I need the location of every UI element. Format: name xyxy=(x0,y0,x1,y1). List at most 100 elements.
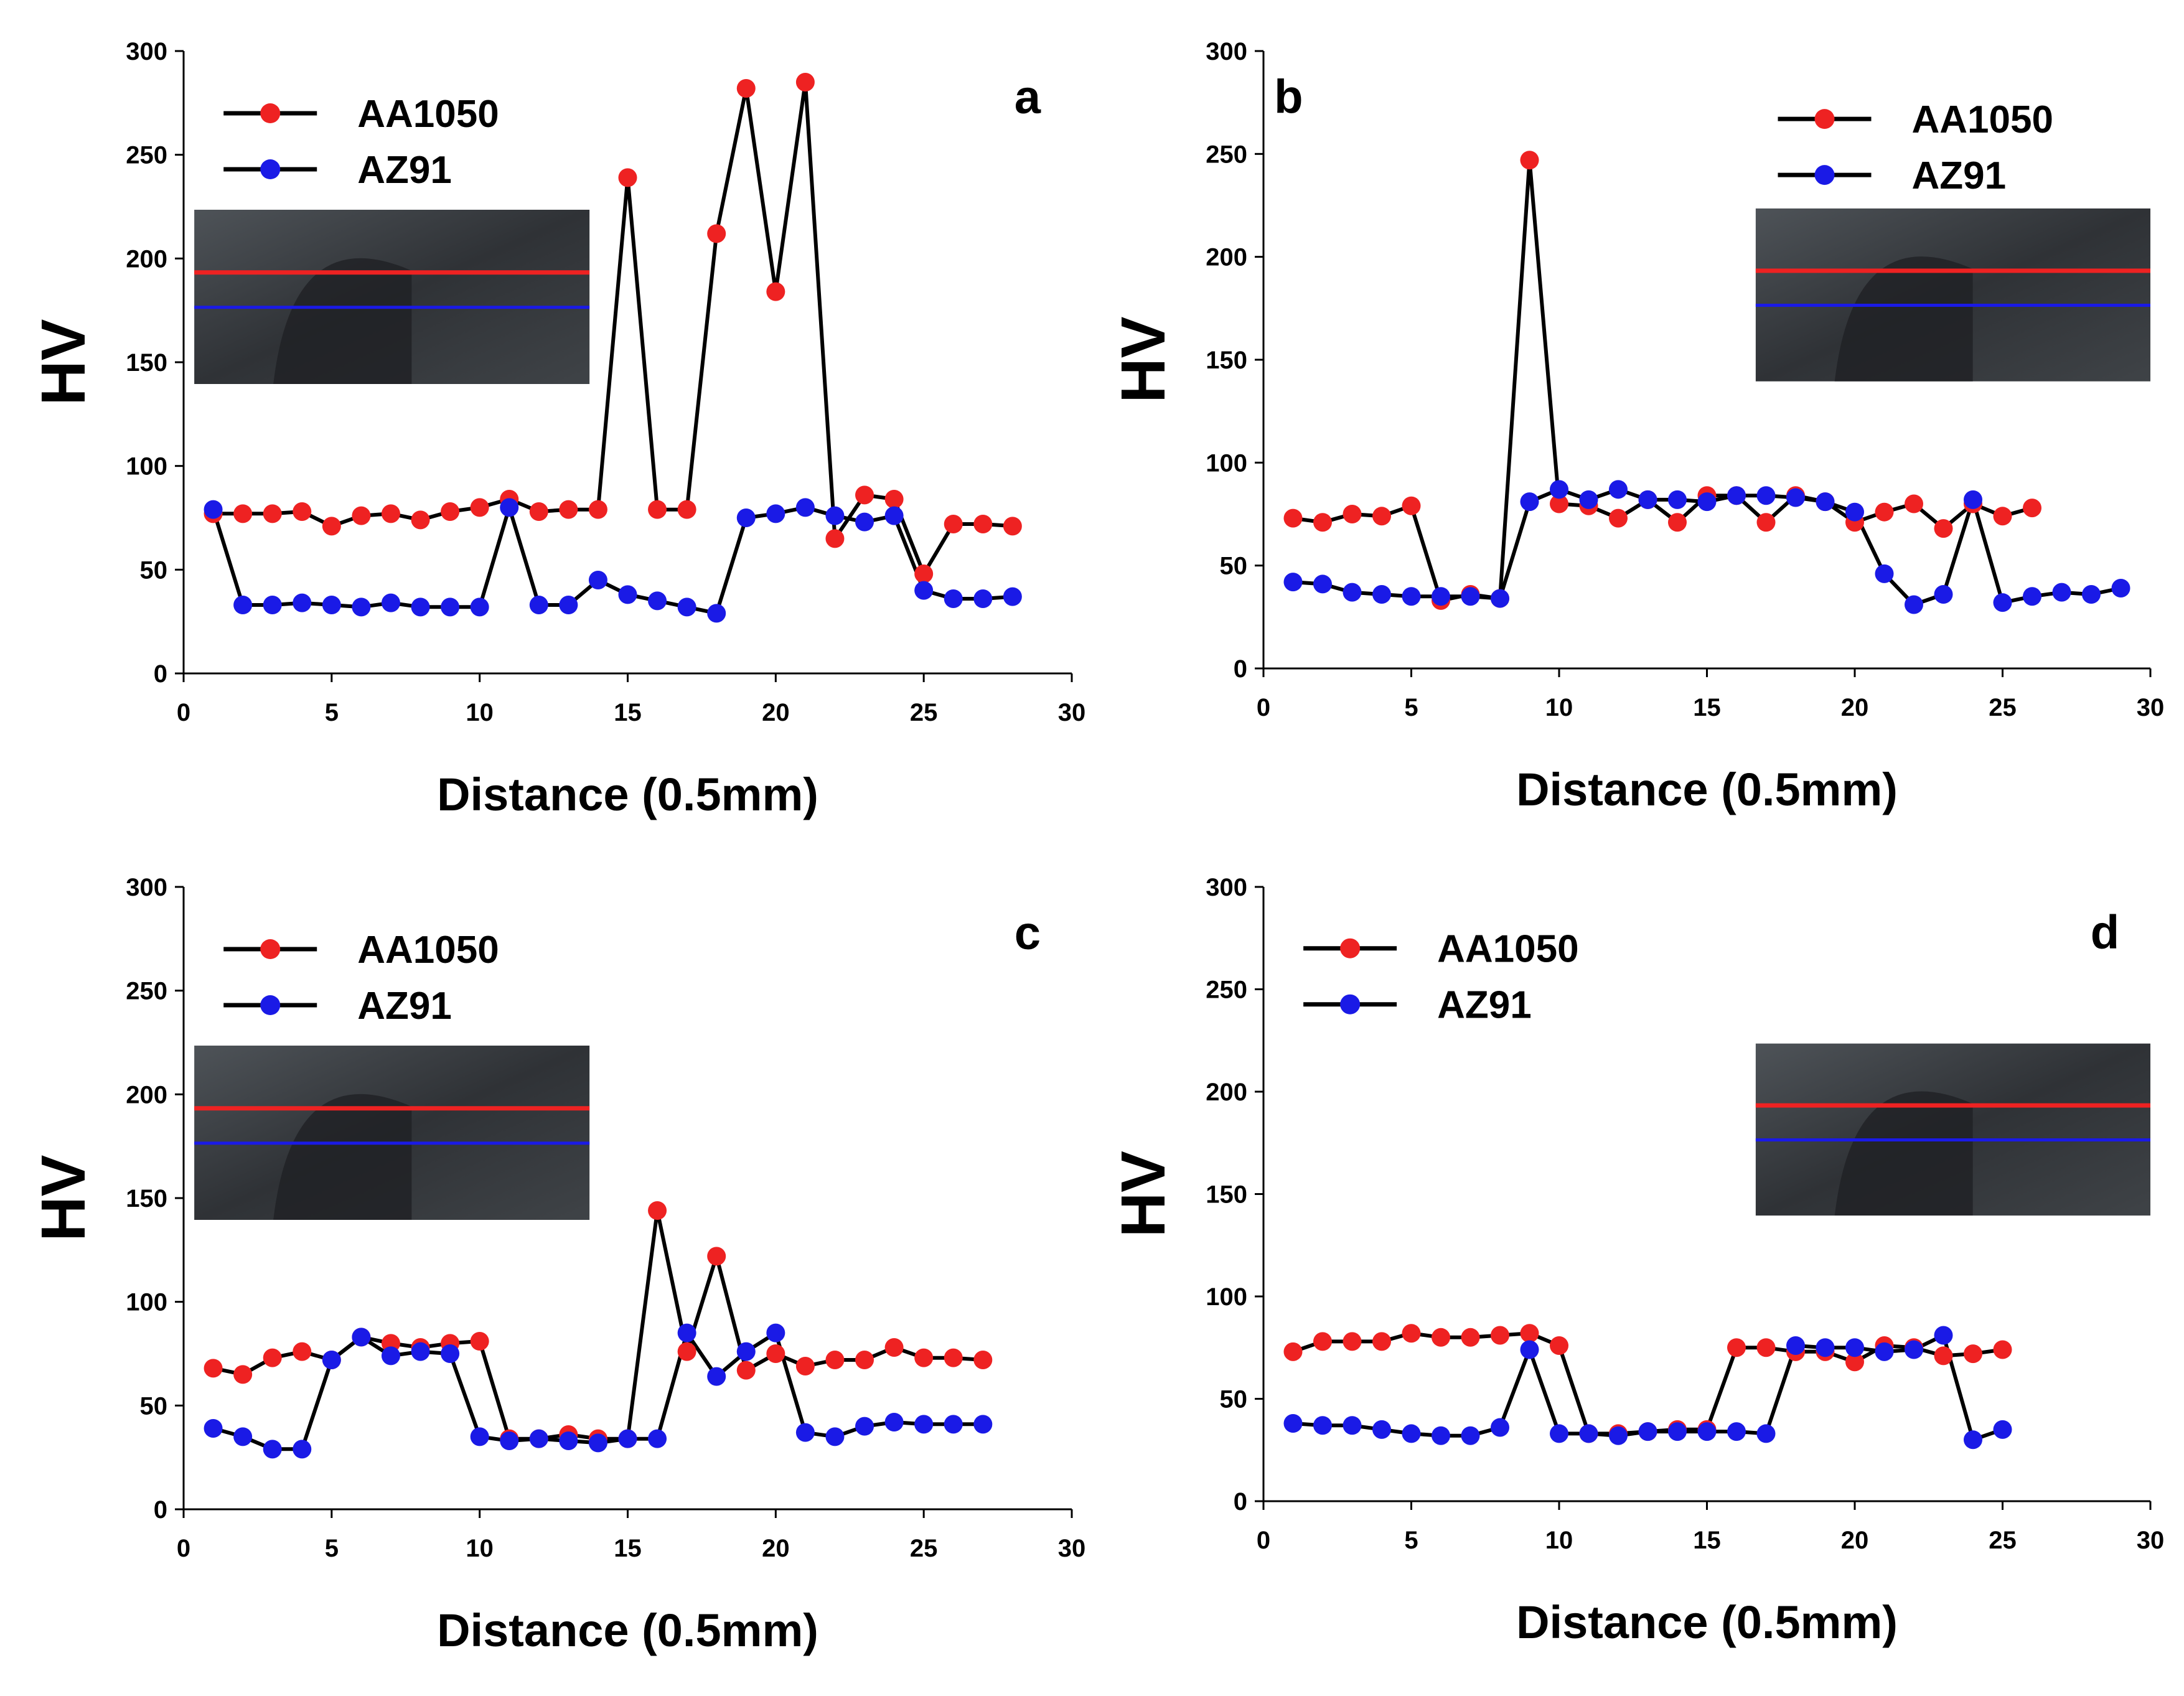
legend-label: AA1050 xyxy=(357,93,499,136)
data-point-aa1050 xyxy=(1520,151,1539,170)
data-point-az91 xyxy=(1993,1420,2012,1439)
data-point-aa1050 xyxy=(707,1247,726,1266)
data-point-az91 xyxy=(1845,1338,1864,1357)
data-point-az91 xyxy=(795,1423,815,1442)
data-point-az91 xyxy=(1003,587,1022,606)
data-point-az91 xyxy=(766,1323,785,1342)
data-point-az91 xyxy=(736,1342,756,1361)
data-point-az91 xyxy=(618,1429,637,1448)
x-tick-label: 20 xyxy=(1841,694,1869,721)
data-point-aa1050 xyxy=(648,500,667,519)
data-point-az91 xyxy=(1313,574,1332,594)
y-tick-label: 200 xyxy=(1206,1079,1247,1106)
legend-item-aa1050: AA1050 xyxy=(1778,98,2053,141)
x-tick-label: 5 xyxy=(325,1535,339,1562)
data-point-az91 xyxy=(944,589,963,608)
x-tick-label: 10 xyxy=(1545,694,1573,721)
data-point-aa1050 xyxy=(707,224,726,243)
y-axis-label: HV xyxy=(1108,1151,1178,1237)
x-tick-label: 15 xyxy=(1693,1527,1721,1554)
y-tick-label: 300 xyxy=(126,38,167,65)
data-point-aa1050 xyxy=(1491,1326,1509,1345)
data-point-az91 xyxy=(1697,492,1717,512)
data-point-az91 xyxy=(293,593,312,612)
data-point-az91 xyxy=(1993,593,2012,612)
data-point-az91 xyxy=(1432,587,1450,606)
x-tick-label: 0 xyxy=(1257,1527,1270,1554)
data-point-aa1050 xyxy=(1756,1338,1776,1357)
data-point-az91 xyxy=(381,1346,400,1366)
legend-marker xyxy=(1340,994,1361,1014)
data-point-aa1050 xyxy=(884,490,904,508)
inset-micrograph xyxy=(194,210,590,384)
data-point-aa1050 xyxy=(766,1344,785,1363)
data-point-az91 xyxy=(441,597,460,617)
data-point-az91 xyxy=(1402,587,1421,606)
legend-marker xyxy=(1814,109,1835,129)
data-point-az91 xyxy=(914,581,934,600)
x-tick-label: 10 xyxy=(466,1535,494,1562)
data-point-aa1050 xyxy=(1727,1338,1746,1357)
data-point-az91 xyxy=(1579,490,1598,509)
x-tick-label: 30 xyxy=(1058,1535,1086,1562)
series-line-aa1050 xyxy=(213,80,1013,576)
y-tick-label: 50 xyxy=(1220,1386,1248,1413)
x-tick-label: 30 xyxy=(2137,694,2165,721)
data-point-az91 xyxy=(1845,502,1864,522)
data-point-az91 xyxy=(825,506,845,525)
data-point-aa1050 xyxy=(795,73,815,91)
y-tick-label: 250 xyxy=(126,978,167,1005)
y-tick-label: 0 xyxy=(1234,1488,1247,1516)
data-point-aa1050 xyxy=(1756,513,1776,532)
y-axis-label: HV xyxy=(29,1155,98,1241)
data-point-az91 xyxy=(1402,1424,1421,1443)
data-point-az91 xyxy=(1786,488,1805,507)
legend-label: AZ91 xyxy=(357,985,452,1028)
data-point-az91 xyxy=(1668,490,1687,509)
chart-panel-d: 0 50 100 150 200 250 300 0 5 10 15 20 25 30 Distance (… xyxy=(1108,874,2164,1648)
data-point-az91 xyxy=(381,593,400,612)
data-point-az91 xyxy=(1372,1420,1391,1439)
y-tick-label: 50 xyxy=(140,556,168,584)
legend-item-aa1050: AA1050 xyxy=(223,929,499,972)
data-point-aa1050 xyxy=(944,515,963,533)
data-point-aa1050 xyxy=(293,502,312,521)
y-tick-label: 300 xyxy=(126,874,167,901)
y-tick-label: 150 xyxy=(126,1185,167,1212)
data-point-az91 xyxy=(973,1415,993,1434)
legend-item-aa1050: AA1050 xyxy=(1303,928,1579,971)
data-point-aa1050 xyxy=(795,1357,815,1375)
data-point-aa1050 xyxy=(263,1348,282,1367)
y-tick-label: 250 xyxy=(1206,977,1247,1004)
data-point-az91 xyxy=(1283,573,1303,592)
data-point-az91 xyxy=(1668,1422,1687,1441)
data-point-az91 xyxy=(588,1433,607,1453)
data-point-aa1050 xyxy=(1372,507,1391,526)
series-line-az91 xyxy=(211,505,1013,616)
legend-marker xyxy=(260,103,281,123)
data-point-aa1050 xyxy=(2023,499,2041,518)
data-point-az91 xyxy=(884,506,904,525)
data-point-aa1050 xyxy=(1875,502,1894,522)
data-point-aa1050 xyxy=(1550,494,1568,513)
data-point-az91 xyxy=(204,1419,223,1438)
data-point-aa1050 xyxy=(1343,1332,1362,1351)
chart-panel-a: 0 50 100 150 200 250 300 0 5 10 15 20 25 30 Distance (… xyxy=(29,38,1085,820)
y-tick-label: 100 xyxy=(1206,1283,1247,1311)
data-point-az91 xyxy=(1461,587,1480,606)
data-point-az91 xyxy=(500,1431,519,1450)
data-point-az91 xyxy=(825,1427,845,1446)
data-point-az91 xyxy=(470,597,489,617)
data-point-az91 xyxy=(322,1351,341,1369)
data-point-az91 xyxy=(441,1344,460,1363)
y-axis-label: HV xyxy=(29,319,98,405)
data-point-az91 xyxy=(352,597,371,617)
data-point-az91 xyxy=(1905,1340,1923,1359)
data-point-az91 xyxy=(529,596,548,614)
x-tick-label: 20 xyxy=(762,699,790,726)
data-point-az91 xyxy=(766,504,785,523)
legend-marker xyxy=(1814,165,1835,185)
data-point-aa1050 xyxy=(825,1351,845,1369)
y-tick-label: 250 xyxy=(1206,141,1247,168)
data-point-az91 xyxy=(411,597,430,617)
